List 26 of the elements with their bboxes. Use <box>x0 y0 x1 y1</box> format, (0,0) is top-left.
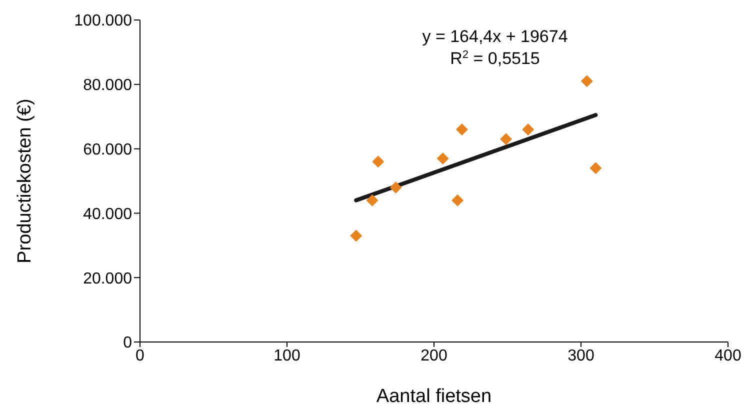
x-tick-label: 400 <box>714 347 742 364</box>
point <box>372 156 384 168</box>
x-tick-label: 300 <box>568 347 594 364</box>
y-axis-title: Productiekosten (€) <box>14 98 36 264</box>
y-tick-label: 0 <box>123 334 132 352</box>
point <box>456 123 468 136</box>
point <box>522 123 534 136</box>
point <box>436 152 449 164</box>
point <box>580 75 593 88</box>
annotation: R$^{2}$ = 0,5515 <box>450 49 540 68</box>
point <box>350 230 362 242</box>
point <box>390 181 402 194</box>
x-axis-title: Aantal fietsen <box>376 386 492 407</box>
y-tick-label: 80.000 <box>83 77 132 94</box>
y-tick-label: 20.000 <box>83 270 132 288</box>
x-tick-label: 100 <box>274 347 300 364</box>
y-tick-label: 40.000 <box>83 206 132 223</box>
y-tick-label: 60.000 <box>83 141 132 158</box>
annotation: y = 164,4x + 19674 <box>422 27 568 46</box>
point <box>452 194 464 206</box>
point <box>590 162 602 174</box>
point <box>500 133 512 146</box>
x-tick-label: 0 <box>136 347 145 364</box>
x-tick-label: 200 <box>420 347 448 364</box>
point <box>366 194 378 206</box>
y-tick-label: 100.000 <box>74 12 132 30</box>
